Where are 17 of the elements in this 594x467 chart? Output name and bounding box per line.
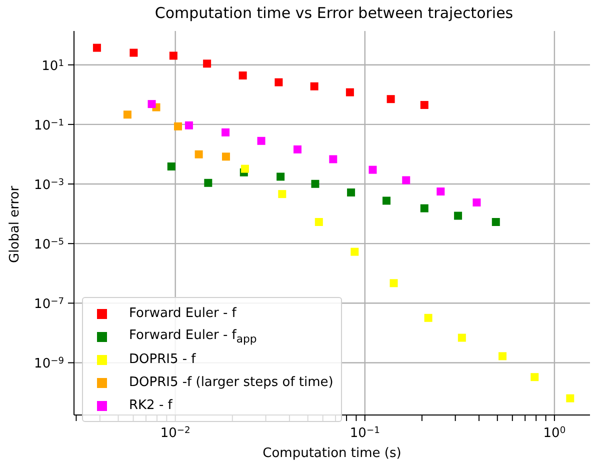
y-tick-label: 10$^{−3}$ xyxy=(34,178,64,194)
y-tick-label: 10$^{−7}$ xyxy=(34,297,64,312)
y-tick-label: 10$^{1}$ xyxy=(42,58,64,74)
y-axis-title: Global error xyxy=(8,185,23,263)
x-axis-title: Computation time (s) xyxy=(262,446,402,461)
legend-label: RK2 - f xyxy=(129,398,172,413)
y-tick-label: 10$^{−9}$ xyxy=(34,356,64,372)
y-tick-label: 10$^{−1}$ xyxy=(34,118,64,134)
x-tick-label: 10$^{−1}$ xyxy=(350,426,380,441)
legend-label: DOPRI5 - f xyxy=(129,352,196,367)
x-tick-label: 10$^{−2}$ xyxy=(160,426,190,441)
legend-label: DOPRI5 -f (larger steps of time) xyxy=(129,375,334,390)
x-tick-label: 10$^{0}$ xyxy=(543,426,566,441)
y-tick-label: 10$^{−5}$ xyxy=(34,238,64,253)
chart-title: Computation time vs Error between trajectories xyxy=(154,4,514,22)
legend-label: Forward Euler - f$_{app}$ xyxy=(129,328,257,346)
legend-label: Forward Euler - f xyxy=(129,306,236,321)
